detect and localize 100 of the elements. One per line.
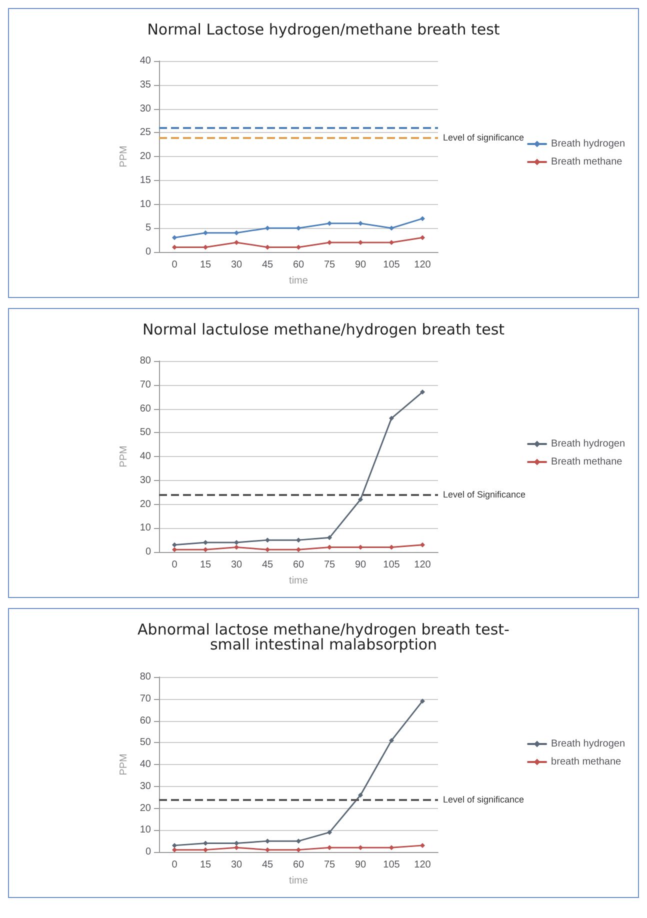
point [327,544,332,550]
x-tick-label: 0 [172,260,178,270]
point [296,538,301,543]
point [420,390,425,395]
ref-line-label: Level of significance [443,794,524,804]
point [265,838,270,844]
point [389,226,394,231]
point [358,792,363,798]
x-tick-label: 105 [383,560,400,570]
y-axis-title: PPM [118,446,130,468]
legend-label: Breath hydrogen [551,438,626,450]
y-axis-title: PPM [118,146,130,168]
point [420,542,425,548]
point [203,847,208,852]
point [420,216,425,222]
point [420,698,425,704]
point [296,547,301,552]
y-tick-label: 30 [140,474,152,486]
x-tick-label: 60 [292,560,304,570]
point [203,244,208,250]
point [172,842,177,848]
x-tick-label: 0 [172,560,178,570]
legend-label: Breath methane [551,456,623,468]
x-tick-label: 45 [262,560,274,570]
x-tick-label: 75 [324,560,336,570]
y-tick-label: 10 [140,522,152,534]
point [234,230,239,236]
point [172,244,177,250]
point [358,544,363,550]
y-tick-label: 10 [140,198,152,210]
point [358,496,363,502]
x-tick-label: 60 [292,260,304,270]
y-tick-label: 0 [145,246,152,258]
x-tick-label: 90 [354,260,366,270]
chart-title: Normal Lactose hydrogen/methane breath test [147,20,500,38]
y-tick-label: 20 [140,802,152,814]
legend-label: Breath hydrogen [551,138,626,150]
point [203,540,208,545]
point [296,838,301,844]
point [389,416,394,421]
y-tick-label: 80 [140,356,152,366]
y-tick-label: 70 [140,379,152,390]
point [358,220,363,226]
y-tick-label: 80 [140,672,152,682]
point [234,845,239,850]
point [265,547,270,552]
x-tick-label: 30 [230,560,242,570]
point [296,226,301,231]
x-tick-label: 0 [172,860,178,870]
y-tick-label: 20 [140,498,152,510]
y-tick-label: 15 [140,174,152,186]
point [358,240,363,245]
ref-line-label: Level of Significance [443,490,526,500]
point [265,226,270,231]
x-tick-label: 30 [230,260,242,270]
y-tick-label: 40 [140,56,152,66]
y-tick-label: 60 [140,403,152,414]
point [327,830,332,835]
chart-title: Abnormal lactose methane/hydrogen breath test- small intestinal malabsorption [138,620,510,654]
point [234,544,239,550]
x-tick-label: 15 [200,560,212,570]
y-tick-label: 60 [140,715,152,726]
x-tick-label: 15 [200,260,212,270]
x-tick-label: 75 [324,260,336,270]
point [203,840,208,846]
y-tick-label: 30 [140,103,152,114]
point [327,535,332,540]
point [172,847,177,852]
y-tick-label: 40 [140,759,152,770]
chart-title: Normal lactulose methane/hydrogen breath test [142,320,505,338]
x-tick-label: 90 [354,560,366,570]
point [389,544,394,550]
x-tick-label: 105 [383,860,400,870]
x-tick-label: 90 [354,860,366,870]
y-tick-label: 20 [140,151,152,162]
point [296,847,301,852]
x-tick-label: 15 [200,860,212,870]
y-tick-label: 0 [145,546,152,558]
x-tick-label: 120 [414,260,432,270]
point [265,847,270,852]
point [420,842,425,848]
y-tick-label: 10 [140,824,152,836]
point [327,220,332,226]
ref-line-label: Level of significance [443,132,524,142]
legend-label: Breath hydrogen [551,738,626,750]
point [172,547,177,552]
point [327,240,332,245]
y-tick-label: 30 [140,780,152,792]
point [203,230,208,236]
y-tick-label: 40 [140,451,152,462]
point [172,542,177,548]
point [234,240,239,245]
y-tick-label: 25 [140,127,152,138]
y-tick-label: 50 [140,737,152,748]
y-axis-title: PPM [118,754,130,776]
y-tick-label: 0 [145,846,152,858]
point [296,244,301,250]
point [203,547,208,552]
point [265,538,270,543]
x-tick-label: 45 [262,860,274,870]
